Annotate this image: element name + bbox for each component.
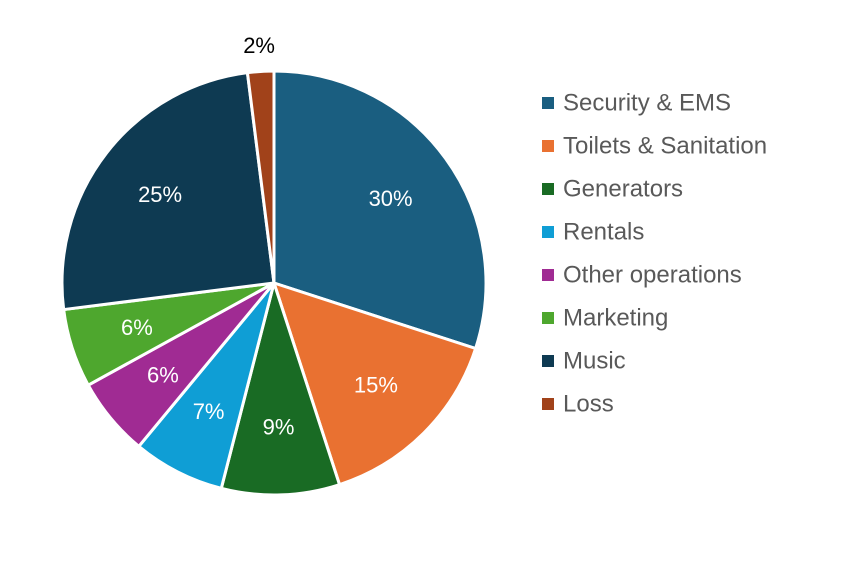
data-label-security-and-ems: 30% [369,186,413,211]
pie-slices [60,69,488,497]
data-label-toilets-and-sanitation: 15% [354,372,398,397]
legend-label-generators: Generators [563,176,683,203]
pie-slice-music [60,71,276,312]
legend-label-toilets-and-sanitation: Toilets & Sanitation [563,133,767,160]
data-label-loss: 2% [243,33,275,58]
legend-label-loss: Loss [563,391,614,418]
data-labels: 30% 15% 9% 7% 6% 6% 25% 2% [121,33,413,440]
legend-swatch-marketing [542,312,554,324]
pie-slice-security-and-ems [272,69,488,351]
legend-swatch-other-operations [542,269,554,281]
legend-swatch-rentals [542,226,554,238]
pie-slice-generators [219,281,342,497]
data-label-music: 25% [138,182,182,207]
data-label-rentals: 7% [193,399,225,424]
legend-label-marketing: Marketing [563,305,668,332]
legend-swatch-generators [542,183,554,195]
legend-swatch-music [542,355,554,367]
chart-legend: Security & EMS Toilets & Sanitation Genera… [542,90,767,418]
data-label-other-operations: 6% [147,362,179,387]
legend-label-other-operations: Other operations [563,262,742,289]
pie-slice-loss [245,69,276,285]
legend-swatch-security-and-ems [542,97,554,109]
legend-label-security-and-ems: Security & EMS [563,90,731,117]
legend-swatch-toilets-and-sanitation [542,140,554,152]
legend-swatch-loss [542,398,554,410]
data-label-marketing: 6% [121,315,153,340]
legend-label-music: Music [563,348,626,375]
data-label-generators: 9% [263,415,295,440]
legend-label-rentals: Rentals [563,219,644,246]
